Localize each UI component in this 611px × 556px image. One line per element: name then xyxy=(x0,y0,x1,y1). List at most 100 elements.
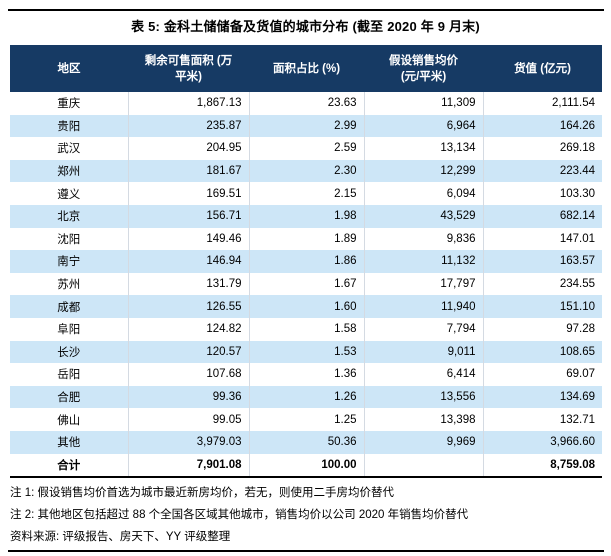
header-label: 货值 (亿元) xyxy=(514,62,571,75)
value-cell: 682.14 xyxy=(482,204,602,228)
region-cell: 北京 xyxy=(10,204,128,228)
area-cell: 146.94 xyxy=(127,250,249,273)
header-cell-price: 假设销售均价 (元/平米) xyxy=(364,45,483,92)
area-cell: 124.82 xyxy=(127,317,249,341)
price-cell: 13,556 xyxy=(363,385,483,409)
region-cell: 重庆 xyxy=(57,98,81,111)
share-cell: 1.25 xyxy=(248,408,364,431)
price-cell: 13,398 xyxy=(363,408,483,431)
footnotes: 注 1: 假设销售均价首选为城市最近新房均价，若无，则使用二手房均价替代 注 2… xyxy=(10,482,604,548)
header-row: 地区 剩余可售面积 (万 平米) 面积占比 (%) 假设销售均价 (元/平米) … xyxy=(10,45,602,92)
share-cell: 1.58 xyxy=(248,317,364,341)
table-row: 苏州 131.79 1.67 17,797 234.55 xyxy=(10,272,602,296)
share-cell: 23.63 xyxy=(248,92,364,115)
table-row: 阜阳 124.82 1.58 7,794 97.28 xyxy=(10,317,602,341)
price-cell: 17,797 xyxy=(363,272,483,296)
value-cell: 2,111.54 xyxy=(482,92,602,115)
table-row: 贵阳 235.87 2.99 6,964 164.26 xyxy=(10,114,602,138)
share-cell: 2.30 xyxy=(248,159,364,183)
table-row: 成都 126.55 1.60 11,940 151.10 xyxy=(10,295,602,318)
price-cell: 12,299 xyxy=(363,159,483,183)
share-cell: 1.53 xyxy=(248,340,364,364)
table-row: 郑州 181.67 2.30 12,299 223.44 xyxy=(10,159,602,183)
region-cell: 苏州 xyxy=(57,279,81,292)
area-cell: 204.95 xyxy=(127,137,249,160)
region-cell: 长沙 xyxy=(10,340,128,364)
region-cell: 武汉 xyxy=(57,143,81,156)
share-cell: 2.15 xyxy=(248,182,364,205)
value-cell: 97.28 xyxy=(482,317,602,341)
share-cell: 1.86 xyxy=(248,250,364,273)
area-cell: 169.51 xyxy=(127,182,249,205)
total-row: 合计 7,901.08 100.00 8,759.08 xyxy=(10,453,602,478)
table-row: 岳阳 107.68 1.36 6,414 69.07 xyxy=(10,363,602,386)
area-cell: 1,867.13 xyxy=(127,92,249,115)
header-cell-region: 地区 xyxy=(10,45,128,92)
share-cell: 1.36 xyxy=(248,363,364,386)
table-row: 沈阳 149.46 1.89 9,836 147.01 xyxy=(10,227,602,251)
area-cell: 181.67 xyxy=(127,159,249,183)
table-row: 北京 156.71 1.98 43,529 682.14 xyxy=(10,204,602,228)
value-cell: 103.30 xyxy=(482,182,602,205)
header-label: 平米) xyxy=(175,70,202,83)
header-label: (元/平米) xyxy=(400,70,447,83)
share-cell: 1.89 xyxy=(248,227,364,251)
header-label: 假设销售均价 xyxy=(389,54,458,67)
value-cell: 132.71 xyxy=(482,408,602,431)
header-cell-value: 货值 (亿元) xyxy=(483,45,602,92)
table-row: 长沙 120.57 1.53 9,011 108.65 xyxy=(10,340,602,364)
share-cell: 2.99 xyxy=(248,114,364,138)
price-cell: 7,794 xyxy=(363,317,483,341)
note-1: 注 1: 假设销售均价首选为城市最近新房均价，若无，则使用二手房均价替代 xyxy=(10,487,394,499)
share-cell: 2.59 xyxy=(248,137,364,160)
table-row: 佛山 99.05 1.25 13,398 132.71 xyxy=(10,408,602,431)
table-row: 其他 3,979.03 50.36 9,969 3,966.60 xyxy=(10,430,602,454)
price-cell: 9,836 xyxy=(363,227,483,251)
area-cell: 3,979.03 xyxy=(127,430,249,454)
region-cell: 沈阳 xyxy=(57,233,81,246)
price-cell xyxy=(363,453,483,478)
value-cell: 134.69 xyxy=(482,385,602,409)
area-cell: 120.57 xyxy=(127,340,249,364)
price-cell: 11,940 xyxy=(363,295,483,318)
table-row: 重庆 1,867.13 23.63 11,309 2,111.54 xyxy=(10,92,602,115)
region-cell: 合计 xyxy=(57,459,81,472)
price-cell: 13,134 xyxy=(363,137,483,160)
bottom-rule xyxy=(8,550,604,552)
area-cell: 99.05 xyxy=(127,408,249,431)
region-cell: 成都 xyxy=(10,295,128,318)
share-cell: 1.98 xyxy=(248,204,364,228)
region-cell: 阜阳 xyxy=(57,324,81,337)
value-cell: 269.18 xyxy=(482,137,602,160)
header-cell-share: 面积占比 (%) xyxy=(249,45,364,92)
area-cell: 99.36 xyxy=(127,385,249,409)
share-cell: 1.67 xyxy=(248,272,364,296)
area-cell: 126.55 xyxy=(127,295,249,318)
value-cell: 8,759.08 xyxy=(482,453,602,478)
area-cell: 235.87 xyxy=(127,114,249,138)
header-label: 剩余可售面积 (万 xyxy=(144,54,233,67)
source-note: 资料来源: 评级报告、房天下、YY 评级整理 xyxy=(10,531,231,543)
share-cell: 1.26 xyxy=(248,385,364,409)
table-row: 南宁 146.94 1.86 11,132 163.57 xyxy=(10,250,602,273)
region-cell: 岳阳 xyxy=(57,369,81,382)
price-cell: 11,309 xyxy=(363,92,483,115)
region-cell: 合肥 xyxy=(10,385,128,409)
table-row: 合肥 99.36 1.26 13,556 134.69 xyxy=(10,385,602,409)
area-cell: 131.79 xyxy=(127,272,249,296)
price-cell: 6,964 xyxy=(363,114,483,138)
share-cell: 1.60 xyxy=(248,295,364,318)
value-cell: 163.57 xyxy=(482,250,602,273)
region-cell: 贵阳 xyxy=(10,114,128,138)
table-row: 遵义 169.51 2.15 6,094 103.30 xyxy=(10,182,602,205)
land-bank-table: 地区 剩余可售面积 (万 平米) 面积占比 (%) 假设销售均价 (元/平米) … xyxy=(10,45,602,479)
region-cell: 佛山 xyxy=(57,414,81,427)
value-cell: 164.26 xyxy=(482,114,602,138)
note-2: 注 2: 其他地区包括超过 88 个全国各区域其他城市，销售均价以公司 2020… xyxy=(10,509,469,521)
price-cell: 9,969 xyxy=(363,430,483,454)
table-row: 武汉 204.95 2.59 13,134 269.18 xyxy=(10,137,602,160)
share-cell: 50.36 xyxy=(248,430,364,454)
value-cell: 223.44 xyxy=(482,159,602,183)
value-cell: 108.65 xyxy=(482,340,602,364)
